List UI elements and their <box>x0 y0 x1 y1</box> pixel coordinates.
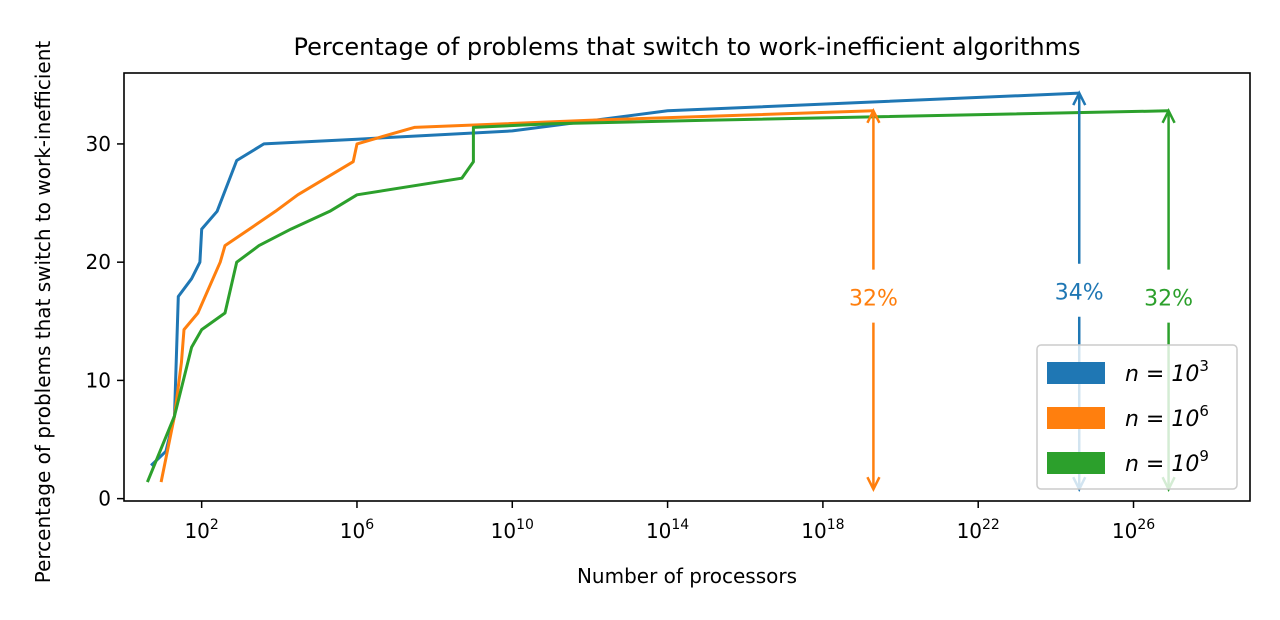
annotation-label: 34% <box>1055 281 1104 306</box>
series-line-2 <box>159 109 874 483</box>
y-tick-label: 20 <box>86 250 111 274</box>
annotation-arrow-head <box>866 108 881 124</box>
y-axis-label: Percentage of problems that switch to wo… <box>31 41 55 584</box>
annotation-label: 32% <box>849 287 898 312</box>
plot-frame <box>123 72 1251 502</box>
annotation-arrow-head <box>1161 108 1176 124</box>
legend-swatch <box>1047 362 1105 384</box>
legend-label: n = 109 <box>1125 447 1209 477</box>
plot-area <box>146 91 1169 483</box>
x-tick-label: 1018 <box>801 517 844 543</box>
x-axis-label: Number of processors <box>577 564 797 588</box>
legend-swatch <box>1047 407 1105 429</box>
legend-swatch <box>1047 452 1105 474</box>
legend-label: n = 103 <box>1125 357 1209 387</box>
chart-title: Percentage of problems that switch to wo… <box>294 33 1081 61</box>
x-tick-label: 106 <box>340 517 374 543</box>
x-tick-label: 1014 <box>646 517 689 543</box>
annotation-arrow-head <box>866 476 881 492</box>
axis-ticks: 102 106 1010 1014 1018 1022 1026 0 10 20 30 <box>86 132 1156 543</box>
y-tick-label: 10 <box>86 368 111 392</box>
legend: n = 103 n = 106 n = 109 <box>1036 344 1238 490</box>
y-tick-label: 30 <box>86 132 111 156</box>
x-tick-label: 102 <box>184 517 218 543</box>
annotation-arrow-head <box>1072 90 1087 106</box>
series-line-1 <box>150 91 1080 467</box>
series-line-3 <box>146 109 1169 483</box>
annotation-label: 32% <box>1144 287 1193 312</box>
x-tick-label: 1026 <box>1112 517 1155 543</box>
y-tick-label: 0 <box>98 487 111 511</box>
legend-label: n = 106 <box>1125 402 1209 432</box>
x-tick-label: 1010 <box>491 517 534 543</box>
x-tick-label: 1022 <box>957 517 1000 543</box>
